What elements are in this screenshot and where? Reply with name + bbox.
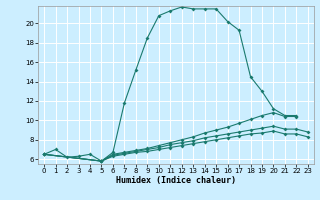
X-axis label: Humidex (Indice chaleur): Humidex (Indice chaleur) bbox=[116, 176, 236, 185]
